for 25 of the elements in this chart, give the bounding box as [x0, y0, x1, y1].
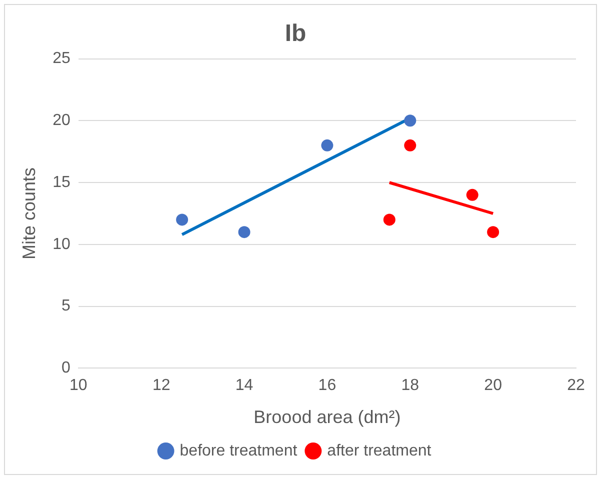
y-tick-label: 20 — [52, 112, 70, 130]
point — [321, 139, 334, 152]
x-tick-label: 18 — [401, 377, 420, 394]
point — [487, 226, 500, 238]
y-tick-label: 0 — [61, 360, 70, 377]
y-tick-label: 10 — [52, 236, 70, 253]
y-tick-label: 15 — [52, 174, 70, 191]
legend-label: after treatment — [327, 442, 432, 460]
x-tick-label: 16 — [318, 377, 336, 394]
x-axis-title: Broood area (dm²) — [254, 407, 401, 428]
point — [466, 188, 478, 201]
x-tick-label: 20 — [484, 377, 502, 394]
point — [238, 226, 250, 238]
x-tick-label: 12 — [152, 377, 170, 394]
point — [404, 114, 416, 127]
y-tick-label: 5 — [61, 298, 70, 315]
chart-title: Ib — [284, 20, 306, 48]
x-tick-label: 22 — [567, 377, 585, 394]
point — [404, 139, 416, 152]
y-axis-title: Mite counts — [18, 167, 39, 260]
point — [383, 214, 396, 226]
legend-label: before treatment — [180, 442, 298, 460]
point — [176, 214, 188, 226]
x-tick-label: 14 — [235, 377, 254, 394]
y-tick-label: 25 — [52, 50, 70, 68]
